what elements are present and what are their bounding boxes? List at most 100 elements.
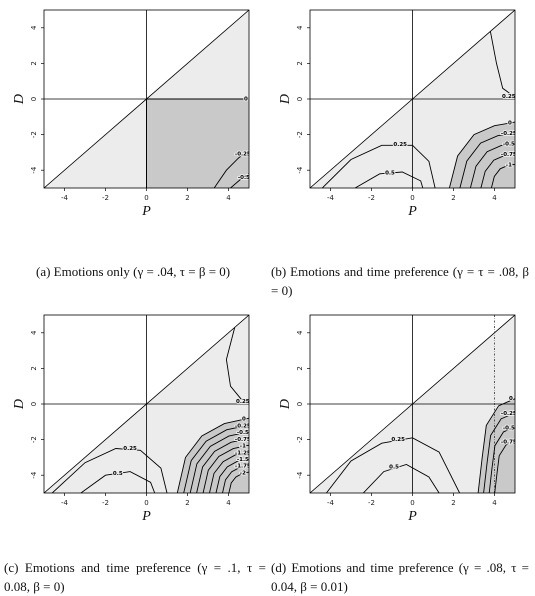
- contour-label: -0.25: [235, 423, 251, 429]
- plot-area: 0 0.25 0.25 0.5 -0.25 -0.5 -0.75 -1: [310, 10, 517, 188]
- contour-label: -1.5: [237, 457, 249, 463]
- contour-label: 0.25: [391, 437, 405, 443]
- contour-line: [202, 444, 249, 493]
- contour-label: 0.25: [502, 94, 516, 100]
- contour-line: [494, 440, 515, 493]
- contour-line: [189, 431, 249, 493]
- plot-area: 0 0.25 0.5 -0.25 -0.5 -0.75: [310, 315, 517, 493]
- contour-line: [209, 451, 249, 493]
- x-axis-label: P: [141, 509, 151, 524]
- y-tick-label: -2: [30, 436, 38, 443]
- x-tick-label: -4: [327, 499, 335, 507]
- contour-label: -0.75: [501, 440, 517, 446]
- y-tick-label: 4: [30, 25, 38, 30]
- contour-label: -2: [240, 470, 246, 476]
- contour-label: 0: [509, 396, 513, 402]
- x-tick-label: 0: [410, 194, 414, 202]
- y-axis-label: D: [12, 94, 27, 105]
- caption: (a) Emotions only (γ = .04, τ = β = 0): [36, 264, 231, 279]
- y-tick-label: -2: [30, 131, 38, 138]
- caption: (c) Emotions and time preference (γ = .1…: [4, 560, 266, 594]
- x-tick-label: -2: [368, 499, 375, 507]
- y-axis-label: D: [278, 399, 293, 410]
- contour-line: [146, 98, 249, 188]
- contour-label: 0.25: [236, 399, 250, 405]
- y-tick-label: 4: [296, 25, 304, 30]
- x-tick-label: 4: [492, 194, 497, 202]
- contour-label: -0.5: [503, 425, 515, 431]
- caption: (b) Emotions and time preference (γ = τ …: [271, 264, 529, 298]
- plot-area: 0 -0.25 -0.5: [44, 10, 251, 188]
- x-tick-label: 0: [144, 499, 148, 507]
- x-tick-label: 4: [226, 194, 231, 202]
- contour-line: [459, 132, 515, 188]
- contour-label: 0.5: [113, 471, 123, 477]
- contour-line: [213, 150, 249, 188]
- y-tick-label: -2: [296, 131, 304, 138]
- y-tick-label: 2: [30, 61, 38, 65]
- y-tick-label: 2: [296, 61, 304, 65]
- contour-line: [321, 144, 436, 188]
- contour-label: 0.25: [393, 142, 407, 148]
- contour-label: -0.5: [503, 142, 515, 148]
- x-tick-label: -2: [102, 499, 109, 507]
- negative-region: [478, 398, 515, 493]
- contour-label: -0.25: [235, 152, 251, 158]
- contour-line: [469, 142, 515, 188]
- contour-line: [489, 31, 515, 98]
- x-tick-label: 2: [451, 499, 455, 507]
- contour-label: -0.25: [501, 131, 517, 137]
- x-tick-label: 0: [144, 194, 148, 202]
- contour-line: [222, 464, 249, 493]
- x-tick-label: -2: [102, 194, 109, 202]
- x-tick-label: -4: [61, 499, 69, 507]
- contour-line: [483, 412, 515, 493]
- y-tick-label: 0: [30, 402, 38, 406]
- contour-line: [176, 417, 249, 493]
- contour-line: [80, 471, 156, 493]
- contour-label: 0.5: [385, 170, 395, 176]
- negative-region: [146, 99, 249, 188]
- contour-line: [230, 173, 249, 188]
- contour-label: 0.5: [389, 465, 399, 471]
- contour-label: -0.75: [235, 437, 251, 443]
- y-tick-label: 0: [296, 402, 304, 406]
- contour-line: [183, 424, 249, 493]
- contour-label: -1: [506, 163, 512, 169]
- y-tick-label: 0: [30, 97, 38, 101]
- y-tick-label: 4: [30, 330, 38, 335]
- y-tick-label: -4: [30, 471, 38, 479]
- contour-label: -0.25: [501, 411, 517, 417]
- contour-label: -0.5: [238, 175, 250, 181]
- contour-line: [490, 163, 515, 188]
- x-axis-label: P: [407, 204, 417, 219]
- contour-line: [225, 327, 249, 403]
- contour-line: [477, 398, 515, 493]
- contour-label: -1.75: [235, 464, 251, 470]
- contour-line: [488, 426, 515, 493]
- contour-label: -1.25: [235, 450, 251, 456]
- x-tick-label: 0: [410, 499, 414, 507]
- contour-label: -1: [240, 444, 246, 450]
- contour-label: 0: [508, 121, 512, 127]
- contour-line: [448, 121, 515, 188]
- y-axis-label: D: [12, 399, 27, 410]
- contour-line: [354, 171, 424, 188]
- contour-label: 0: [242, 417, 246, 423]
- contour-line: [326, 437, 461, 493]
- contour-line: [362, 464, 440, 493]
- plot-area: 0 0.25 0.25 0.5 -0.25-0.5-0.75-1-1.25-1.5-1.…: [44, 315, 251, 493]
- negative-region: [177, 418, 249, 493]
- y-tick-label: 0: [296, 97, 304, 101]
- x-axis-label: P: [407, 509, 417, 524]
- y-tick-label: -4: [296, 471, 304, 479]
- contour-line: [228, 471, 249, 493]
- contour-line: [51, 448, 168, 493]
- y-tick-label: -4: [30, 166, 38, 174]
- y-tick-label: 4: [296, 330, 304, 335]
- caption: (d) Emotions and time preference (γ = .0…: [271, 560, 529, 594]
- x-tick-label: -4: [327, 194, 335, 202]
- contour-line: [215, 458, 249, 493]
